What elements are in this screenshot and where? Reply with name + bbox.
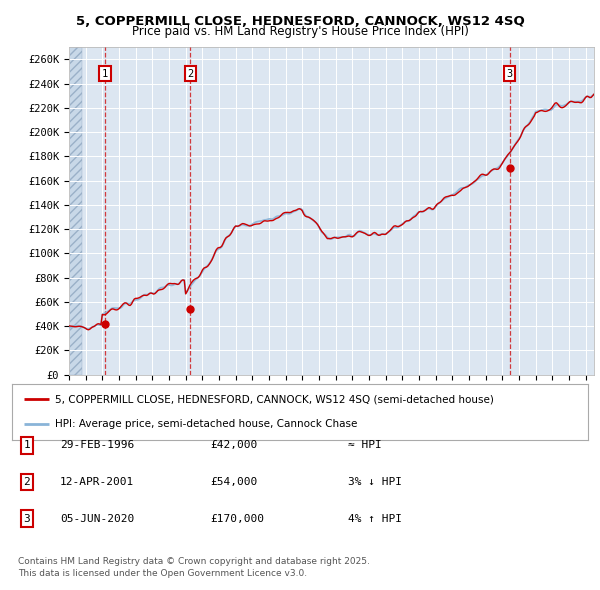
- Text: 5, COPPERMILL CLOSE, HEDNESFORD, CANNOCK, WS12 4SQ: 5, COPPERMILL CLOSE, HEDNESFORD, CANNOCK…: [76, 15, 524, 28]
- Text: Contains HM Land Registry data © Crown copyright and database right 2025.: Contains HM Land Registry data © Crown c…: [18, 557, 370, 566]
- Text: 4% ↑ HPI: 4% ↑ HPI: [348, 514, 402, 523]
- Text: This data is licensed under the Open Government Licence v3.0.: This data is licensed under the Open Gov…: [18, 569, 307, 578]
- Text: ≈ HPI: ≈ HPI: [348, 441, 382, 450]
- Text: 3% ↓ HPI: 3% ↓ HPI: [348, 477, 402, 487]
- Text: 12-APR-2001: 12-APR-2001: [60, 477, 134, 487]
- Text: 2: 2: [187, 69, 193, 79]
- Text: £170,000: £170,000: [210, 514, 264, 523]
- Bar: [69, 47, 82, 375]
- Text: £42,000: £42,000: [210, 441, 257, 450]
- Text: HPI: Average price, semi-detached house, Cannock Chase: HPI: Average price, semi-detached house,…: [55, 419, 358, 429]
- Bar: [69, 47, 82, 375]
- Text: 2: 2: [23, 477, 31, 487]
- Text: 3: 3: [23, 514, 31, 523]
- Text: 1: 1: [102, 69, 108, 79]
- Text: 5, COPPERMILL CLOSE, HEDNESFORD, CANNOCK, WS12 4SQ (semi-detached house): 5, COPPERMILL CLOSE, HEDNESFORD, CANNOCK…: [55, 394, 494, 404]
- Text: 3: 3: [506, 69, 512, 79]
- Text: 1: 1: [23, 441, 31, 450]
- Text: 29-FEB-1996: 29-FEB-1996: [60, 441, 134, 450]
- Text: 05-JUN-2020: 05-JUN-2020: [60, 514, 134, 523]
- Text: £54,000: £54,000: [210, 477, 257, 487]
- Text: Price paid vs. HM Land Registry's House Price Index (HPI): Price paid vs. HM Land Registry's House …: [131, 25, 469, 38]
